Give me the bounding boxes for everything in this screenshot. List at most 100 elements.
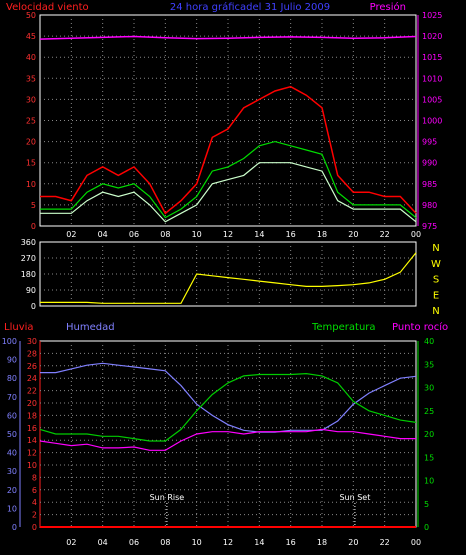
humidity-tick: 50 xyxy=(7,430,17,439)
humidity-tick: 10 xyxy=(7,504,17,513)
wind-time-tick: 12 xyxy=(223,230,233,239)
dewpoint-line xyxy=(39,428,416,451)
rain-tick: 26 xyxy=(27,362,37,371)
humidity-tick: 30 xyxy=(7,467,17,476)
humidity-time-tick: 16 xyxy=(286,538,296,547)
sunset-label: Sun Set xyxy=(339,493,370,502)
humidity-time-tick: 12 xyxy=(223,538,233,547)
pressure-tick: 980 xyxy=(422,201,437,210)
humidity-time-axis: 02 04 06 08 10 12 14 16 18 20 22 00 xyxy=(66,538,421,547)
wind-time-tick: 22 xyxy=(380,230,390,239)
humidity-temperature-panel: Lluvia Humedad Temperatura Punto rocío 0… xyxy=(2,321,448,547)
humidity-time-tick: 06 xyxy=(129,538,139,547)
humidity-tick: 100 xyxy=(2,337,17,346)
wind-time-tick: 14 xyxy=(254,230,264,239)
rain-title: Lluvia xyxy=(4,322,34,333)
pressure-tick: 1010 xyxy=(422,74,442,83)
wind-time-axis: 02 04 06 08 10 12 14 16 18 20 22 00 xyxy=(66,230,421,239)
dewpoint-title: Punto rocío xyxy=(392,321,448,333)
pressure-tick: 1020 xyxy=(422,32,442,41)
wind-speed-tick: 40 xyxy=(26,53,36,62)
wind-time-tick: 20 xyxy=(348,230,358,239)
wind-speed-tick: 35 xyxy=(26,74,36,83)
temperature-tick: 5 xyxy=(424,500,429,509)
wind-time-tick: 00 xyxy=(411,230,421,239)
compass-label: N xyxy=(432,243,439,254)
compass-label: S xyxy=(433,275,439,286)
humidity-tick: 20 xyxy=(7,486,17,495)
pressure-tick: 1015 xyxy=(422,53,442,62)
direction-tick: 90 xyxy=(26,286,36,295)
wind-time-tick: 18 xyxy=(317,230,327,239)
temperature-tick: 30 xyxy=(424,384,434,393)
wind-speed-tick: 30 xyxy=(26,95,36,104)
compass-label: W xyxy=(431,259,441,270)
humidity-line xyxy=(40,362,417,433)
chart-title: 24 hora gráficadel 31 Julio 2009 xyxy=(170,1,330,13)
wind-pressure-panel: Velocidad viento 24 hora gráficadel 31 J… xyxy=(6,1,442,239)
pressure-title: Presión xyxy=(370,1,406,13)
humidity-time-tick: 02 xyxy=(66,538,76,547)
wind-gust-line xyxy=(40,85,417,215)
humidity-time-tick: 08 xyxy=(160,538,170,547)
wind-direction-line xyxy=(40,252,417,304)
humidity-tick: 70 xyxy=(7,393,17,402)
humidity-tick: 40 xyxy=(7,449,17,458)
wind-time-tick: 10 xyxy=(192,230,202,239)
pressure-tick: 975 xyxy=(422,222,437,231)
rain-tick: 12 xyxy=(27,449,37,458)
pressure-tick: 985 xyxy=(422,180,437,189)
humidity-time-tick: 00 xyxy=(411,538,421,547)
temperature-tick: 35 xyxy=(424,360,434,369)
temperature-line xyxy=(39,372,417,442)
wind-speed-tick: 15 xyxy=(26,159,36,168)
sun-markers: Sun Rise Sun Set xyxy=(150,493,370,527)
humidity-time-tick: 22 xyxy=(380,538,390,547)
humidity-tick: 0 xyxy=(12,523,17,532)
pressure-tick: 1025 xyxy=(422,11,442,20)
pressure-line xyxy=(39,35,417,40)
pressure-axis: 975 980 985 990 995 1000 1005 1010 1015 1020 1025 xyxy=(417,11,442,231)
humidity-tick: 60 xyxy=(7,411,17,420)
rain-tick: 24 xyxy=(27,374,37,383)
temperature-tick: 25 xyxy=(424,407,434,416)
wind-speed-tick: 45 xyxy=(26,32,36,41)
compass-label: N xyxy=(432,306,439,317)
wind-plot-grid xyxy=(40,15,416,226)
wind-speed-axis: 0 5 10 15 20 25 30 35 40 45 50 xyxy=(26,11,36,231)
temperature-tick: 15 xyxy=(424,453,434,462)
humidity-time-tick: 20 xyxy=(348,538,358,547)
rain-tick: 14 xyxy=(27,436,37,445)
rain-tick: 28 xyxy=(27,349,37,358)
rain-tick: 6 xyxy=(32,486,37,495)
humidity-title: Humedad xyxy=(66,322,115,333)
wind-time-tick: 16 xyxy=(286,230,296,239)
rain-tick: 30 xyxy=(27,337,37,346)
pressure-tick: 1005 xyxy=(422,95,442,104)
temperature-tick: 40 xyxy=(424,337,434,346)
wind-speed-tick: 5 xyxy=(31,201,36,210)
pressure-tick: 995 xyxy=(422,138,437,147)
rain-tick: 8 xyxy=(32,473,37,482)
wind-speed-tick: 50 xyxy=(26,11,36,20)
direction-tick: 180 xyxy=(21,270,36,279)
humidity-plot-grid xyxy=(40,341,416,527)
wind-time-tick: 02 xyxy=(66,230,76,239)
direction-plot-grid xyxy=(40,242,416,306)
rain-tick: 18 xyxy=(27,411,37,420)
wind-speed-tick: 10 xyxy=(26,180,36,189)
rain-tick: 4 xyxy=(32,498,37,507)
wind-average-line xyxy=(40,140,417,219)
direction-tick: 360 xyxy=(21,238,36,247)
temperature-tick: 0 xyxy=(424,523,429,532)
rain-tick: 20 xyxy=(27,399,37,408)
humidity-tick: 90 xyxy=(7,356,17,365)
wind-time-tick: 08 xyxy=(160,230,170,239)
wind-time-tick: 06 xyxy=(129,230,139,239)
wind-time-tick: 04 xyxy=(98,230,108,239)
rain-tick: 10 xyxy=(27,461,37,470)
direction-axis: 0 90 180 270 360 xyxy=(21,238,36,311)
